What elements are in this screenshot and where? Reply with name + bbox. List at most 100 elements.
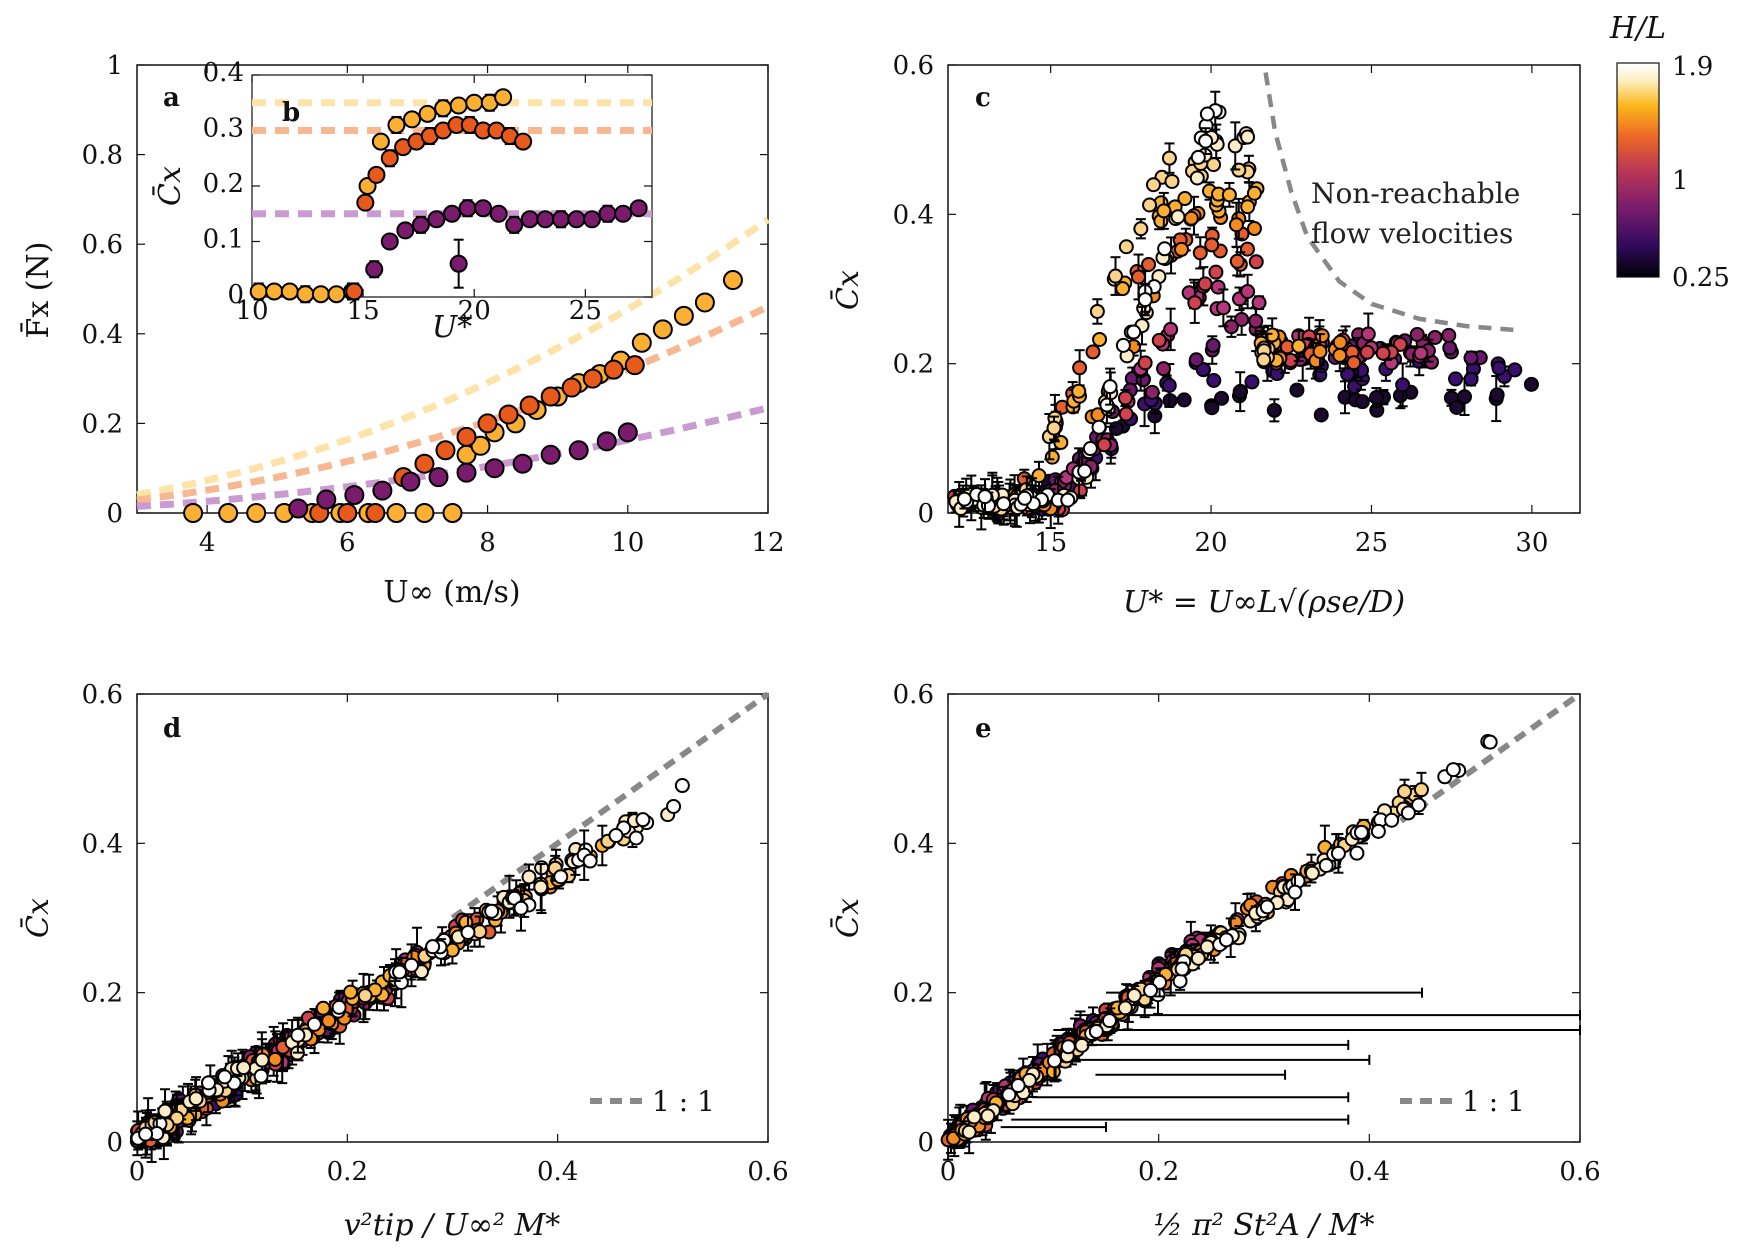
panel-c-point <box>1157 241 1173 257</box>
panel-b-point <box>371 132 390 151</box>
panel-c-point <box>1204 400 1220 416</box>
panel-c-ylabel: C̄x <box>830 270 866 310</box>
panel-b-point <box>434 99 453 118</box>
panel-b-ytick-label: 0.1 <box>203 225 244 255</box>
panel-c-boundary-curve <box>1263 72 1516 333</box>
panel-c-point <box>1204 237 1220 253</box>
panel-e-point <box>1174 961 1190 977</box>
panel-c-point <box>1240 284 1256 300</box>
panel-c-point <box>1130 269 1146 285</box>
panel-c-point <box>1188 352 1204 368</box>
panel-c-point <box>1346 355 1362 371</box>
panel-a-ytick-label: 0.2 <box>82 409 123 439</box>
panel-d-point <box>666 798 682 814</box>
panel-a-point <box>624 355 645 376</box>
panel-b-point <box>583 210 601 229</box>
panel-e-point <box>1482 734 1498 750</box>
panel-d-point <box>331 999 347 1015</box>
panel-a-point <box>435 440 456 461</box>
panel-c-point <box>1092 331 1108 347</box>
panel-d-point <box>404 957 420 973</box>
panel-c-xlabel: U* = U∞L√(ρse/D) <box>1123 585 1405 620</box>
panel-c-point <box>1118 239 1134 255</box>
panel-e-point <box>1190 950 1206 966</box>
panel-a-xtick-label: 4 <box>199 528 216 558</box>
panel-d-xtick-label: 0.4 <box>537 1157 578 1187</box>
panel-d-point <box>460 924 476 940</box>
panel-e-point <box>1074 1037 1090 1053</box>
panel-b-point <box>249 282 268 301</box>
panel-c-point <box>1375 345 1391 361</box>
panel-b-point <box>520 210 539 229</box>
panel-a-point <box>596 431 617 452</box>
panel-d-point <box>553 869 569 885</box>
panel-b-ytick-label: 0.3 <box>203 114 244 144</box>
panel-c-xtick-label: 15 <box>1034 528 1067 558</box>
panel-d-xtick-label: 0 <box>129 1157 146 1187</box>
panel-a-point <box>288 498 309 519</box>
panel-a-point <box>631 332 652 353</box>
panel-c-point <box>977 489 993 505</box>
panel-e-xlabel: ½ π² St²A / M* <box>1153 1208 1374 1243</box>
panel-d-ylabel: C̄x <box>20 898 56 938</box>
panel-c-point <box>1117 390 1133 406</box>
panel-c-point <box>1314 328 1330 344</box>
panel-b-point <box>387 115 406 134</box>
panel-a-point <box>519 395 540 416</box>
panel-d-ytick-label: 0 <box>106 1128 123 1158</box>
panel-b-point <box>567 210 586 229</box>
panel-b-xtick-label: 15 <box>347 296 380 326</box>
colorbar-gradient <box>1616 62 1660 278</box>
panel-e-point <box>1259 899 1275 915</box>
panel-c-point <box>1108 268 1124 284</box>
panel-d-point <box>357 988 373 1004</box>
panel-c: 15 20 25 30 0 0.2 0.4 0.6 c Non-reachable flow … <box>893 51 1581 558</box>
panel-c-point <box>1082 441 1098 457</box>
panel-c-point <box>1085 344 1101 360</box>
panel-e-point <box>1445 762 1461 778</box>
panel-a-point <box>183 503 204 523</box>
panel-d-ytick-label: 0.2 <box>82 979 123 1009</box>
panel-c-point <box>1248 313 1264 329</box>
panel-c-point <box>1463 350 1479 366</box>
panel-d-layer: 0 0.2 0.4 0.6 0 0.2 0.4 0.6 <box>82 680 789 1187</box>
panel-c-point <box>1427 329 1443 345</box>
panel-c-point <box>1192 245 1208 261</box>
panel-d-ytick-label: 0.4 <box>82 829 123 859</box>
panel-b-point <box>489 204 508 223</box>
panel-a-point <box>344 485 365 506</box>
panel-b-point <box>505 215 524 234</box>
panel-a-ylabel: F̄x (N) <box>20 242 56 339</box>
annotation-line-1: Non-reachable <box>1311 177 1520 210</box>
panel-a-point <box>477 413 498 434</box>
panel-c-point <box>1198 133 1214 149</box>
panel-a-xtick-label: 10 <box>611 528 644 558</box>
panel-c-point <box>1523 376 1539 392</box>
panel-c-point <box>1248 254 1264 270</box>
panel-c-point <box>1163 321 1179 337</box>
panel-d-identity-line <box>450 691 770 921</box>
panel-d-point <box>157 1103 173 1119</box>
panel-c-point <box>1208 264 1224 280</box>
panel-c-point <box>1031 468 1047 484</box>
panel-d-point <box>188 1091 204 1107</box>
panel-c-point <box>1491 360 1507 376</box>
panel-a-point <box>316 489 337 510</box>
panel-b-point <box>418 104 437 123</box>
panel-c-point <box>1091 419 1107 435</box>
panel-c-point <box>1133 221 1149 237</box>
panel-c-point <box>1234 311 1250 327</box>
panel-b-ytick-label: 0.4 <box>203 58 244 88</box>
panel-c-ytick-label: 0.2 <box>893 350 934 380</box>
panel-c-label: c <box>975 83 991 113</box>
panel-c-point <box>1089 303 1105 319</box>
panel-b-point <box>296 285 315 304</box>
panel-a-point <box>540 444 561 465</box>
panel-e-identity-line <box>1399 691 1582 824</box>
panel-b-point <box>465 93 484 112</box>
panel-c-point <box>1360 326 1376 342</box>
panel-c-point <box>1359 344 1375 360</box>
panel-c-point <box>1189 170 1205 186</box>
panel-e-point <box>1117 1000 1133 1016</box>
